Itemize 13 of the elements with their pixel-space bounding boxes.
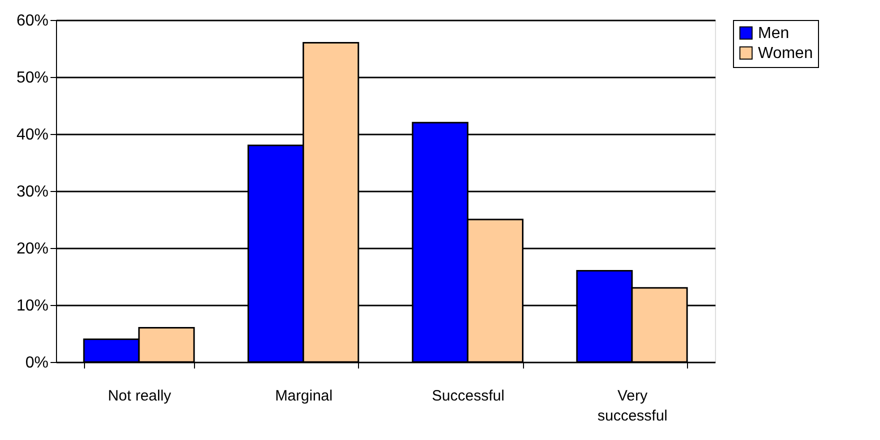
y-tick-label: 10% — [16, 298, 48, 314]
x-tick-label: Not really — [108, 388, 172, 404]
x-tick-label: Successful — [432, 388, 504, 404]
y-tick-label: 50% — [16, 70, 48, 86]
legend-label: Men — [758, 25, 790, 42]
y-tick-label: 60% — [16, 12, 48, 30]
y-tick-label: 40% — [16, 126, 48, 144]
x-tick-label: Very successful — [597, 388, 668, 424]
y-tick-label: 30% — [16, 184, 48, 200]
y-tick-label: 20% — [16, 240, 48, 258]
y-tick-label: 0% — [25, 354, 48, 372]
x-tick-label: Marginal — [275, 388, 333, 404]
legend-label: Women — [758, 45, 813, 62]
